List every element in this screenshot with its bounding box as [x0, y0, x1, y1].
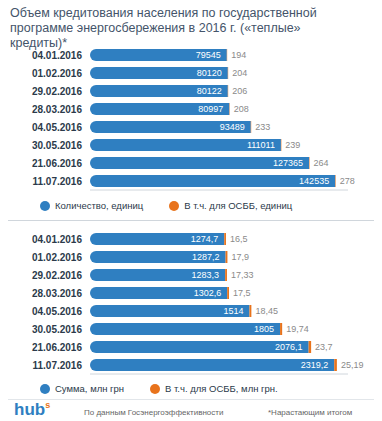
- svg-text:142535: 142535: [299, 176, 329, 186]
- svg-text:1805: 1805: [254, 324, 274, 334]
- svg-text:23,7: 23,7: [315, 342, 333, 352]
- svg-text:79545: 79545: [196, 50, 221, 60]
- html-text:В т.ч. для ОСББ, единиц: В т.ч. для ОСББ, единиц: [184, 200, 293, 211]
- svg-text:17,5: 17,5: [233, 288, 251, 298]
- svg-text:1302,6: 1302,6: [194, 288, 222, 298]
- html-text:В т.ч. для ОСББ, млн грн.: В т.ч. для ОСББ, млн грн.: [165, 383, 278, 394]
- svg-text:18,45: 18,45: [255, 306, 278, 316]
- svg-text:30.05.2016: 30.05.2016: [32, 324, 82, 335]
- svg-text:17,33: 17,33: [231, 270, 254, 280]
- svg-text:2076,1: 2076,1: [275, 342, 303, 352]
- html-text:Объем кредитования населения п: Объем кредитования населения по государс…: [10, 6, 317, 50]
- svg-text:04.05.2016: 04.05.2016: [32, 306, 82, 317]
- svg-text:2319,2: 2319,2: [301, 360, 329, 370]
- svg-text:21.06.2016: 21.06.2016: [32, 158, 82, 169]
- svg-text:1274,7: 1274,7: [191, 234, 219, 244]
- svg-text:1514: 1514: [223, 306, 243, 316]
- html-text:Сумма, млн грн: Сумма, млн грн: [55, 383, 125, 394]
- svg-text:01.02.2016: 01.02.2016: [32, 68, 82, 79]
- svg-text:11.07.2016: 11.07.2016: [33, 360, 83, 371]
- svg-text:204: 204: [232, 68, 247, 78]
- svg-text:111011: 111011: [247, 140, 275, 150]
- svg-text:17,9: 17,9: [231, 252, 249, 262]
- svg-text:80122: 80122: [197, 86, 222, 96]
- svg-text:11.07.2016: 11.07.2016: [33, 176, 83, 187]
- html-text:hubs: hubs: [14, 400, 51, 419]
- html-text:*Нарастающим итогом: *Нарастающим итогом: [268, 408, 353, 417]
- svg-text:206: 206: [232, 86, 247, 96]
- svg-text:16,5: 16,5: [230, 234, 248, 244]
- svg-text:28.03.2016: 28.03.2016: [32, 288, 82, 299]
- svg-text:264: 264: [314, 158, 329, 168]
- svg-text:80997: 80997: [198, 104, 223, 114]
- html-text:Количество, единиц: Количество, единиц: [55, 200, 144, 211]
- svg-text:04.05.2016: 04.05.2016: [32, 122, 82, 133]
- svg-text:1283,3: 1283,3: [192, 270, 220, 280]
- svg-text:19,74: 19,74: [286, 324, 309, 334]
- svg-text:30.05.2016: 30.05.2016: [32, 140, 82, 151]
- svg-text:278: 278: [340, 176, 355, 186]
- svg-text:80120: 80120: [197, 68, 222, 78]
- svg-text:233: 233: [255, 122, 270, 132]
- svg-text:01.02.2016: 01.02.2016: [32, 252, 82, 263]
- svg-text:239: 239: [285, 140, 300, 150]
- svg-text:1287,2: 1287,2: [192, 252, 220, 262]
- svg-text:208: 208: [234, 104, 249, 114]
- svg-text:29.02.2016: 29.02.2016: [32, 270, 82, 281]
- svg-text:04.01.2016: 04.01.2016: [32, 50, 82, 61]
- svg-text:04.01.2016: 04.01.2016: [32, 234, 82, 245]
- svg-text:194: 194: [231, 50, 246, 60]
- svg-text:127365: 127365: [273, 158, 303, 168]
- svg-text:21.06.2016: 21.06.2016: [32, 342, 82, 353]
- svg-text:93489: 93489: [220, 122, 245, 132]
- html-text:По данным Госэнергоэффективнос: По данным Госэнергоэффективности: [84, 408, 224, 417]
- svg-text:25,19: 25,19: [341, 360, 364, 370]
- svg-text:28.03.2016: 28.03.2016: [32, 104, 82, 115]
- svg-text:29.02.2016: 29.02.2016: [32, 86, 82, 97]
